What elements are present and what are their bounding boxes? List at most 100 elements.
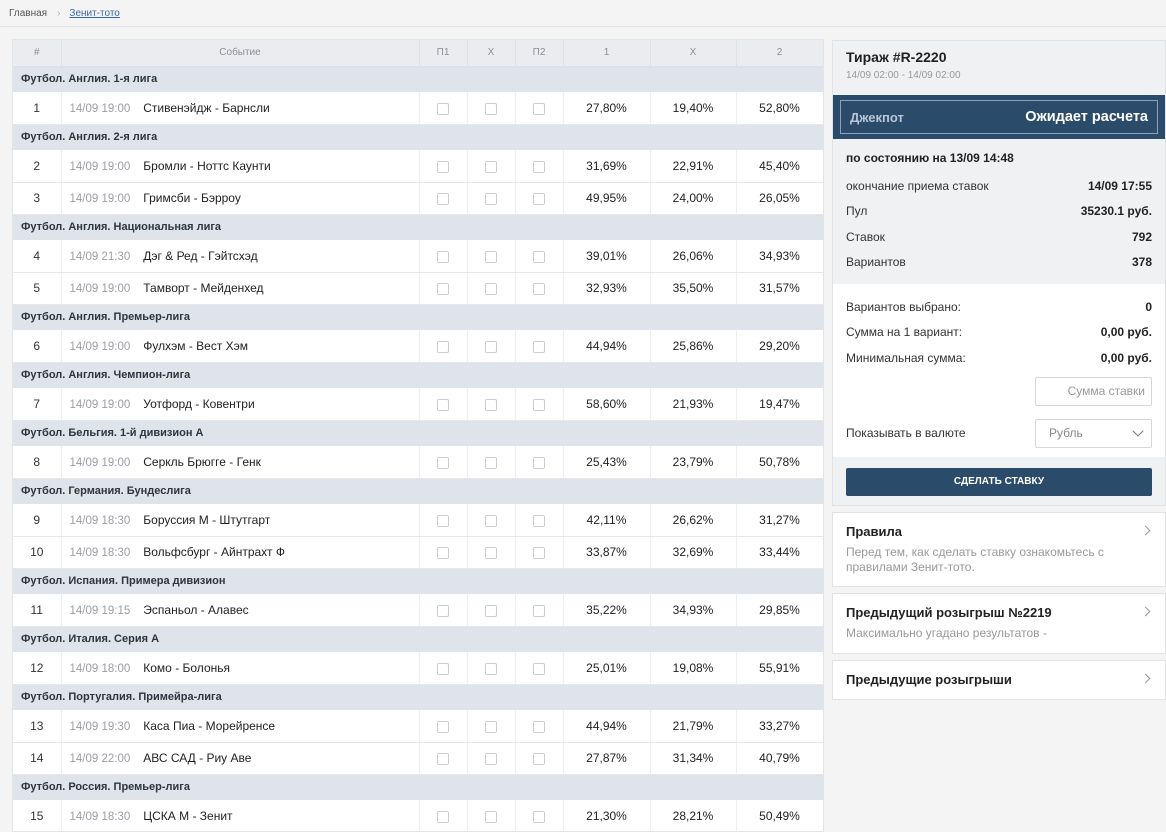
- breadcrumb-home-link[interactable]: Главная: [9, 7, 48, 19]
- match-number: 11: [13, 594, 62, 627]
- league-title: Футбол. Россия. Премьер-лига: [13, 774, 823, 800]
- outcome-checkbox-p1[interactable]: [437, 340, 449, 353]
- outcome-checkbox-p2[interactable]: [533, 810, 545, 823]
- outcome-cell-p2: [515, 330, 564, 363]
- outcome-cell-x: [467, 800, 516, 831]
- outcome-checkbox-p2[interactable]: [533, 250, 545, 263]
- outcome-checkbox-p2[interactable]: [533, 160, 545, 173]
- match-event: 14/09 22:00 АВС САД - Риу Аве: [61, 742, 420, 775]
- outcome-checkbox-x[interactable]: [485, 192, 497, 205]
- match-event: 14/09 19:00 Гримсби - Бэрроу: [61, 182, 420, 215]
- stat-value: 378: [1131, 255, 1152, 270]
- outcome-cell-p2: [515, 504, 564, 537]
- col-header-2: 2: [736, 40, 823, 67]
- outcome-checkbox-p1[interactable]: [437, 192, 449, 205]
- outcome-checkbox-x[interactable]: [485, 662, 497, 675]
- league-group-row: Футбол. Англия. 1-я лига: [13, 66, 823, 92]
- outcome-checkbox-p2[interactable]: [533, 604, 545, 617]
- match-event: 14/09 18:00 Комо - Болонья: [61, 652, 420, 685]
- match-name: ЦСКА М - Зенит: [143, 808, 233, 823]
- outcome-checkbox-x[interactable]: [485, 810, 497, 823]
- outcome-checkbox-x[interactable]: [485, 398, 497, 411]
- outcome-cell-p2: [515, 742, 564, 775]
- outcome-checkbox-x[interactable]: [485, 604, 497, 617]
- league-title: Футбол. Англия. Премьер-лига: [13, 304, 823, 330]
- match-event: 14/09 19:00 Серкль Брюгге - Генк: [61, 446, 420, 479]
- match-event: 14/09 19:00 Уотфорд - Ковентри: [61, 388, 420, 421]
- outcome-checkbox-p2[interactable]: [533, 720, 545, 733]
- outcome-cell-x: [467, 182, 516, 215]
- outcome-checkbox-p2[interactable]: [533, 398, 545, 411]
- percent-x: 28,21%: [650, 800, 737, 831]
- outcome-checkbox-x[interactable]: [485, 456, 497, 469]
- match-time: 14/09 19:00: [69, 160, 131, 173]
- outcome-checkbox-p1[interactable]: [437, 604, 449, 617]
- percent-x: 19,08%: [650, 652, 737, 685]
- outcome-checkbox-p2[interactable]: [533, 102, 545, 115]
- outcome-checkbox-p1[interactable]: [437, 282, 449, 295]
- outcome-checkbox-x[interactable]: [485, 250, 497, 263]
- outcome-cell-p1: [419, 92, 468, 125]
- breadcrumb-current-link[interactable]: Зенит-тото: [69, 7, 120, 19]
- table-row: 3 14/09 19:00 Гримсби - Бэрроу 49,95% 24,00%…: [13, 182, 823, 215]
- table-body: Футбол. Англия. 1-я лига 1 14/09 19:00 Стив…: [13, 66, 823, 831]
- percent-1: 21,30%: [563, 800, 651, 831]
- breadcrumb: Главная › Зенит-тото: [9, 6, 120, 20]
- outcome-checkbox-p1[interactable]: [437, 546, 449, 559]
- percent-2: 45,40%: [736, 150, 823, 183]
- outcome-checkbox-p1[interactable]: [437, 456, 449, 469]
- match-name: Тамворт - Мейденхед: [143, 281, 264, 295]
- outcome-checkbox-p1[interactable]: [437, 514, 449, 527]
- outcome-checkbox-p2[interactable]: [533, 514, 545, 527]
- currency-row: Показывать в валюте Рубль: [846, 418, 1152, 448]
- match-number: 4: [13, 240, 62, 273]
- outcome-checkbox-p2[interactable]: [533, 752, 545, 765]
- outcome-checkbox-x[interactable]: [485, 720, 497, 733]
- rules-card[interactable]: Правила Перед тем, как сделать ставку оз…: [832, 512, 1166, 587]
- match-number: 12: [13, 652, 62, 685]
- outcome-checkbox-p1[interactable]: [437, 102, 449, 115]
- outcome-checkbox-x[interactable]: [485, 102, 497, 115]
- outcome-checkbox-p2[interactable]: [533, 456, 545, 469]
- outcome-checkbox-p2[interactable]: [533, 662, 545, 675]
- outcome-cell-p1: [419, 742, 468, 775]
- stat-row: Ставок 792: [846, 224, 1152, 250]
- match-name: Каса Пиа - Морейренсе: [143, 718, 276, 733]
- league-title: Футбол. Германия. Бундеслига: [13, 478, 823, 504]
- outcome-checkbox-p1[interactable]: [437, 250, 449, 263]
- outcome-checkbox-p1[interactable]: [437, 752, 449, 765]
- percent-2: 19,47%: [736, 388, 823, 421]
- match-event: 14/09 19:15 Эспаньол - Алавес: [61, 594, 420, 627]
- match-event: 14/09 19:00 Тамворт - Мейденхед: [61, 272, 420, 305]
- outcome-checkbox-p2[interactable]: [533, 340, 545, 353]
- outcome-checkbox-x[interactable]: [485, 514, 497, 527]
- outcome-checkbox-x[interactable]: [485, 340, 497, 353]
- previous-draws-card[interactable]: Предыдущие розыгрыши: [832, 660, 1166, 700]
- previous-draw-subtitle: Максимально угадано результатов -: [846, 626, 1047, 640]
- outcome-checkbox-p1[interactable]: [437, 662, 449, 675]
- outcome-checkbox-p2[interactable]: [533, 282, 545, 295]
- previous-draw-card[interactable]: Предыдущий розыгрыш №2219 Максимально уг…: [832, 593, 1166, 654]
- outcome-checkbox-x[interactable]: [485, 160, 497, 173]
- percent-1: 49,95%: [563, 182, 651, 215]
- stake-amount-input[interactable]: [1035, 376, 1152, 406]
- outcome-checkbox-p2[interactable]: [533, 546, 545, 559]
- outcome-checkbox-x[interactable]: [485, 752, 497, 765]
- outcome-checkbox-p1[interactable]: [437, 810, 449, 823]
- percent-1: 44,94%: [563, 330, 651, 363]
- league-title: Футбол. Англия. Чемпион-лига: [13, 362, 823, 388]
- match-name: Бромли - Ноттс Каунти: [143, 158, 271, 173]
- outcome-checkbox-p1[interactable]: [437, 398, 449, 411]
- make-bet-button[interactable]: СДЕЛАТЬ СТАВКУ: [846, 467, 1152, 496]
- outcome-checkbox-p1[interactable]: [437, 160, 449, 173]
- outcome-checkbox-x[interactable]: [485, 282, 497, 295]
- match-number: 1: [13, 92, 62, 125]
- outcome-checkbox-x[interactable]: [485, 546, 497, 559]
- currency-select[interactable]: Рубль: [1035, 418, 1152, 448]
- outcome-checkbox-p2[interactable]: [533, 192, 545, 205]
- col-header-1: 1: [563, 40, 651, 67]
- outcome-cell-p1: [419, 388, 468, 421]
- outcome-checkbox-p1[interactable]: [437, 720, 449, 733]
- match-event: 14/09 19:00 Стивенэйдж - Барнсли: [61, 92, 420, 125]
- match-event: 14/09 19:00 Фулхэм - Вест Хэм: [61, 330, 420, 363]
